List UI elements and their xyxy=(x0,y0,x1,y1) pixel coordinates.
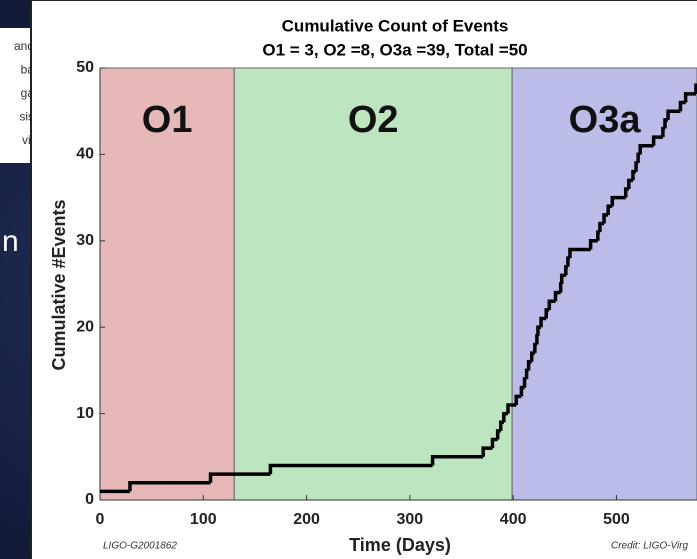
x-tick-label: 400 xyxy=(500,511,527,528)
x-tick-label: 0 xyxy=(96,511,105,528)
region xyxy=(233,67,513,501)
chart-title: Cumulative Count of Events xyxy=(282,16,509,35)
step-segment xyxy=(208,472,271,483)
step-segment xyxy=(651,135,663,146)
background-page xyxy=(0,28,34,163)
step-segment xyxy=(610,195,626,207)
x-tick-label: 300 xyxy=(397,511,424,528)
y-tick-label: 30 xyxy=(76,232,94,249)
region-label: O3a xyxy=(569,99,642,141)
y-axis-label: Cumulative #Events xyxy=(49,199,69,370)
y-tick-label: 10 xyxy=(76,405,94,422)
x-tick-label: 100 xyxy=(190,511,217,528)
step-segment xyxy=(666,109,681,120)
step-segment xyxy=(535,334,539,345)
step-segment xyxy=(506,403,517,414)
y-tick-label: 50 xyxy=(76,59,94,76)
step-segment xyxy=(268,463,433,475)
background-text: n xyxy=(2,225,19,258)
step-segment xyxy=(558,282,563,293)
step-segment xyxy=(430,455,484,466)
region xyxy=(511,67,697,501)
step-segment xyxy=(568,247,591,259)
step-segment xyxy=(481,446,493,457)
step-segment xyxy=(638,144,654,155)
y-tick-label: 0 xyxy=(85,491,94,508)
chart-subtitle: O1 = 3, O2 =8, O3a =39, Total =50 xyxy=(262,40,527,59)
step-segment xyxy=(547,299,556,310)
y-tick-label: 20 xyxy=(76,318,94,335)
footnote: LIGO-G2001862 xyxy=(103,541,177,552)
step-segment xyxy=(588,239,598,250)
step-segment xyxy=(128,480,211,492)
credit: Credit: LIGO-Virg xyxy=(611,541,688,552)
region-label: O2 xyxy=(348,99,399,141)
x-axis-label: Time (Days) xyxy=(349,535,451,555)
y-tick-label: 40 xyxy=(76,146,94,163)
region-label: O1 xyxy=(142,99,193,141)
step-segment xyxy=(683,92,696,103)
x-tick-label: 500 xyxy=(603,511,630,528)
x-tick-label: 200 xyxy=(293,511,320,528)
background-text: and xyxy=(14,39,34,53)
